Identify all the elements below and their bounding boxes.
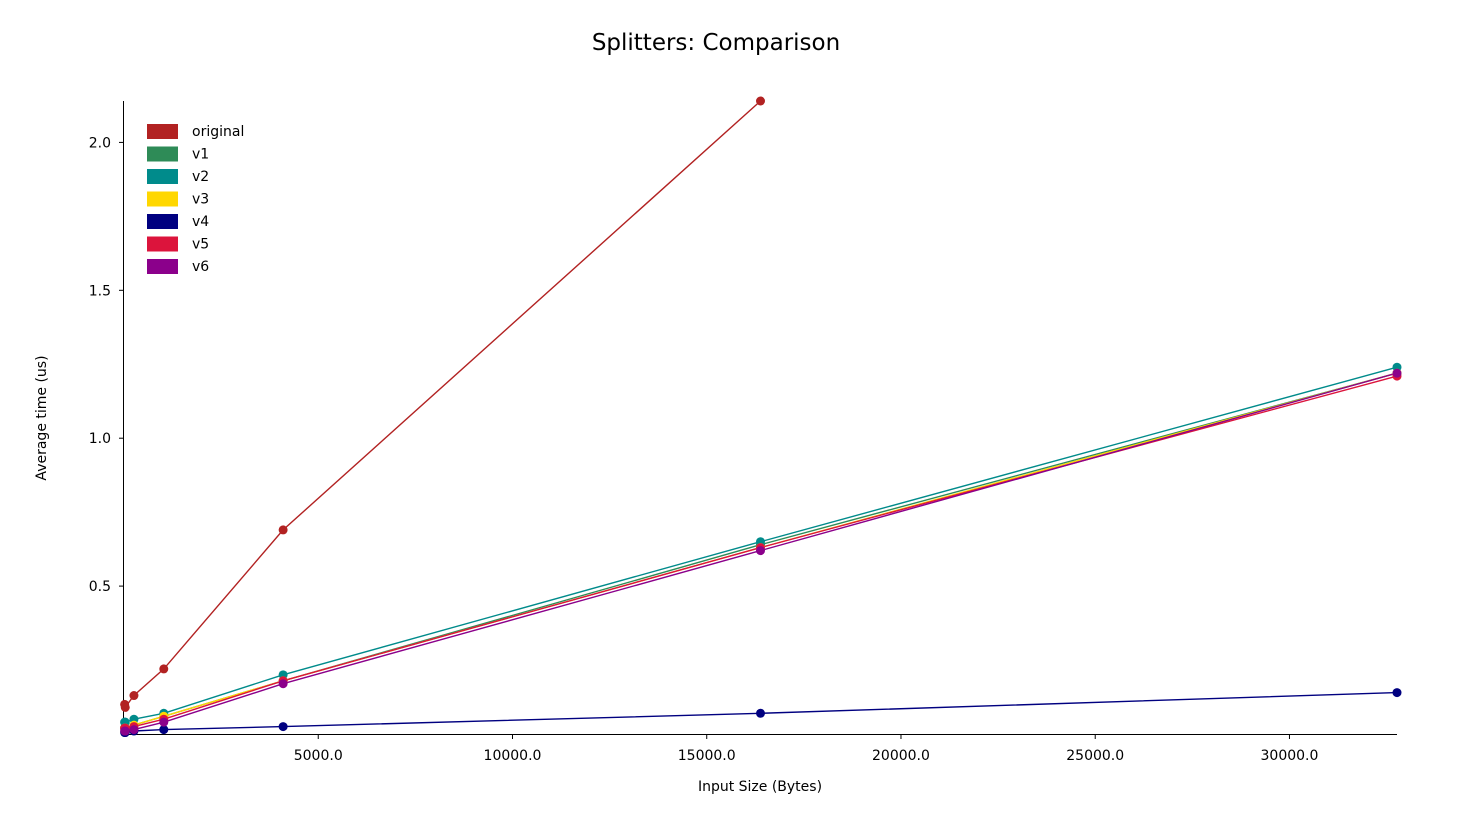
- y-tick-label: 0.5: [89, 579, 111, 595]
- data-point-original: [278, 525, 288, 535]
- legend-swatch-v5: [147, 236, 178, 252]
- y-tick-label: 1.5: [89, 283, 111, 299]
- data-point-original: [129, 691, 139, 701]
- data-point-v6: [129, 725, 139, 735]
- legend-label-v5: v5: [192, 237, 209, 253]
- x-tick-label: 30000.0: [1261, 748, 1319, 764]
- x-ticks: 5000.0 10000.0 15000.0 20000.0 25000.0 30000.…: [294, 734, 1319, 764]
- data-point-original: [159, 664, 169, 674]
- legend-swatch-v4: [147, 214, 178, 229]
- x-tick-label: 15000.0: [678, 748, 736, 764]
- legend-label-v3: v3: [192, 192, 209, 208]
- data-point-v4: [1392, 688, 1402, 698]
- data-point-v4: [756, 708, 765, 718]
- legend-swatch-v2: [147, 169, 178, 184]
- y-axis-label: Average time (us): [34, 355, 50, 480]
- legend-label-v6: v6: [192, 259, 209, 275]
- data-point-v4: [278, 722, 288, 732]
- series-line-original: [123, 100, 761, 710]
- legend: original v1 v2 v3 v4 v5 v6: [147, 124, 244, 275]
- data-point-v6: [278, 679, 288, 689]
- x-tick-label: 5000.0: [294, 748, 343, 764]
- data-point-v6: [1392, 368, 1402, 378]
- series-points: [120, 96, 1402, 738]
- data-point-original: [120, 702, 130, 712]
- legend-label-v4: v4: [192, 214, 209, 230]
- legend-swatch-original: [147, 124, 178, 139]
- y-ticks: 0.5 1.0 1.5 2.0: [89, 135, 124, 595]
- x-axis-label: Input Size (Bytes): [698, 779, 822, 795]
- data-point-original: [756, 96, 765, 106]
- x-tick-label: 20000.0: [872, 748, 930, 764]
- axes: [123, 101, 1397, 735]
- legend-label-original: original: [192, 124, 244, 140]
- y-tick-label: 1.0: [89, 431, 111, 447]
- data-point-v6: [756, 546, 765, 556]
- legend-swatch-v6: [147, 259, 178, 274]
- data-point-v6: [159, 717, 169, 727]
- data-point-v4: [159, 725, 169, 735]
- chart-title: Splitters: Comparison: [592, 30, 840, 56]
- x-tick-label: 25000.0: [1066, 748, 1124, 764]
- legend-label-v1: v1: [192, 147, 209, 163]
- y-tick-label: 2.0: [89, 135, 111, 151]
- series-lines: [123, 100, 1398, 734]
- legend-swatch-v1: [147, 146, 178, 162]
- data-point-v6: [120, 726, 130, 736]
- legend-swatch-v3: [147, 191, 178, 207]
- legend-label-v2: v2: [192, 169, 209, 185]
- x-tick-label: 10000.0: [484, 748, 542, 764]
